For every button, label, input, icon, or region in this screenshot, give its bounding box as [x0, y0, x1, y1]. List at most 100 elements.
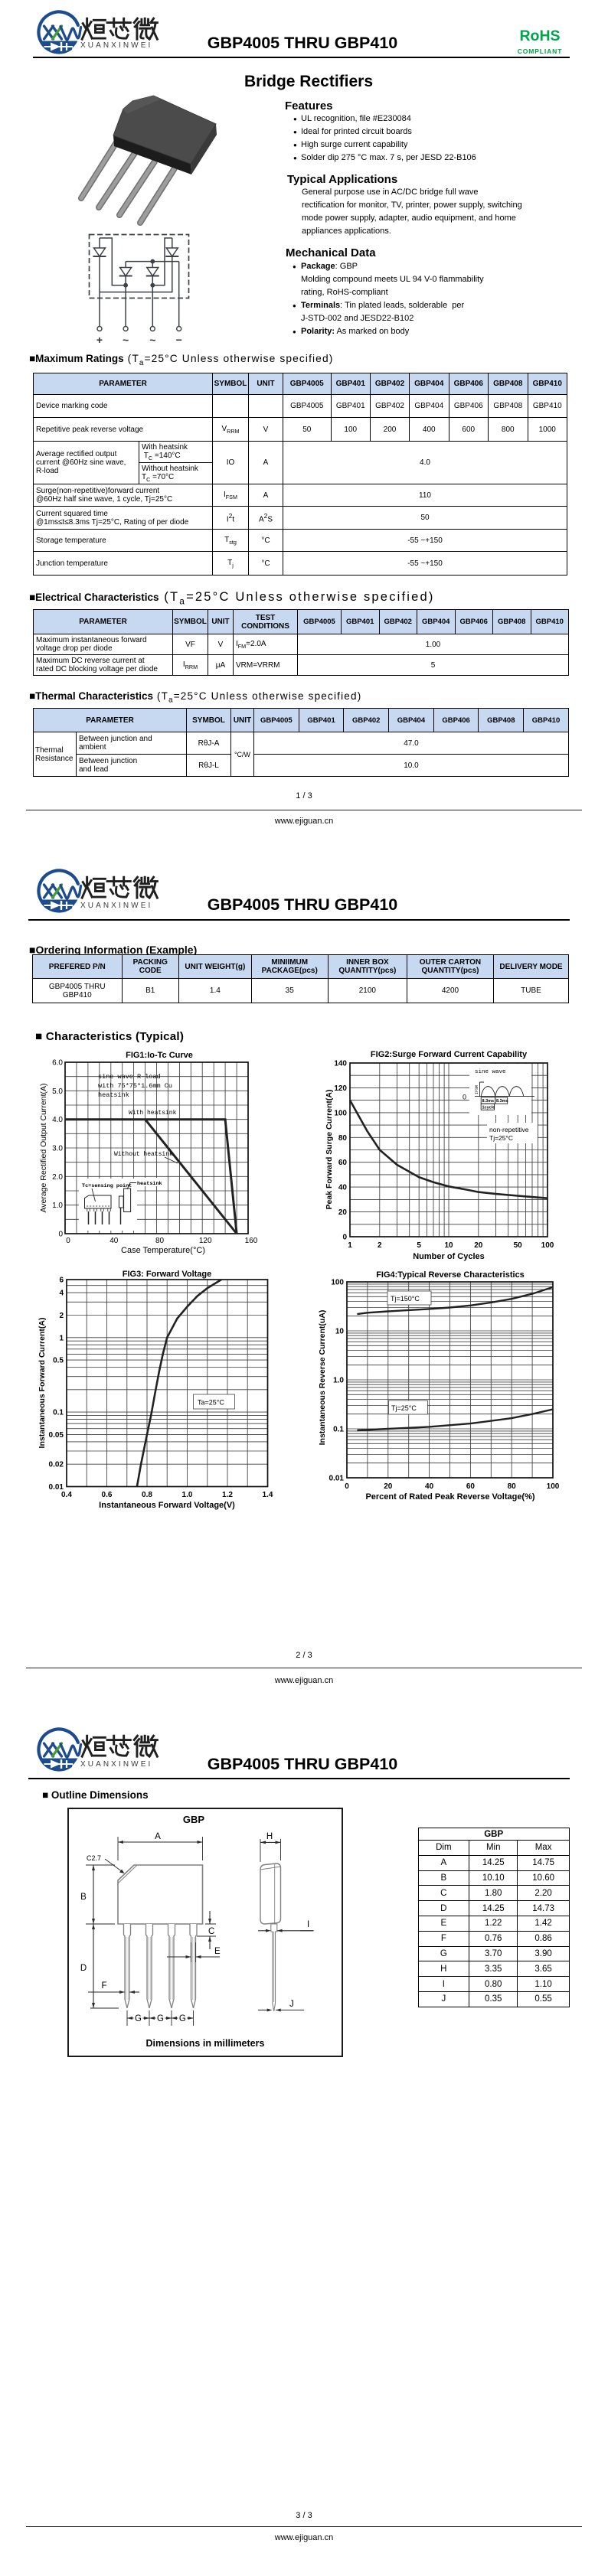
- svg-text:heatsink: heatsink: [98, 1091, 129, 1099]
- svg-text:+: +: [96, 334, 103, 346]
- svg-text:D: D: [80, 1964, 87, 1973]
- svg-text:80: 80: [155, 1237, 165, 1245]
- svg-text:With heatsink: With heatsink: [129, 1110, 177, 1117]
- svg-text:G: G: [135, 2014, 142, 2023]
- svg-text:0.5: 0.5: [53, 1357, 64, 1365]
- svg-text:120: 120: [199, 1237, 212, 1245]
- svg-text:10: 10: [444, 1241, 453, 1250]
- svg-text:2: 2: [59, 1312, 64, 1320]
- svg-text:Average Rectified Output Curre: Average Rectified Output Current(A): [39, 1083, 48, 1212]
- svg-text:with 75*75*1.6mm Cu: with 75*75*1.6mm Cu: [98, 1082, 172, 1090]
- svg-text:Tj=25°C: Tj=25°C: [489, 1134, 513, 1142]
- svg-text:0: 0: [66, 1237, 70, 1245]
- svg-text:60: 60: [338, 1159, 348, 1167]
- svg-text:C: C: [208, 1927, 214, 1936]
- svg-text:0.01: 0.01: [49, 1483, 64, 1492]
- svg-text:Tc=sensing point: Tc=sensing point: [82, 1183, 132, 1189]
- svg-text:20: 20: [338, 1208, 348, 1217]
- svg-text:40: 40: [338, 1184, 348, 1192]
- svg-text:1: 1: [348, 1241, 352, 1250]
- svg-text:4: 4: [59, 1290, 64, 1298]
- svg-text:2.0: 2.0: [52, 1173, 63, 1182]
- svg-text:B: B: [80, 1893, 87, 1902]
- svg-text:0.1: 0.1: [53, 1409, 64, 1417]
- svg-text:FIG1:Io-Tc Curve: FIG1:Io-Tc Curve: [126, 1051, 193, 1060]
- svg-text:H: H: [266, 1832, 273, 1841]
- svg-text:FIG2:Surge Forward Current Cap: FIG2:Surge Forward Current Capability: [371, 1050, 528, 1059]
- svg-text:0: 0: [342, 1234, 347, 1242]
- svg-text:3.0: 3.0: [52, 1145, 63, 1153]
- svg-text:1.0: 1.0: [52, 1202, 63, 1210]
- svg-text:100: 100: [334, 1109, 347, 1117]
- svg-text:6: 6: [59, 1277, 64, 1285]
- svg-text:G: G: [179, 2014, 186, 2023]
- svg-text:50: 50: [514, 1241, 523, 1250]
- svg-text:160: 160: [245, 1237, 258, 1245]
- svg-text:Peak Forward Surge Current(A): Peak Forward Surge Current(A): [325, 1090, 334, 1210]
- svg-text:5: 5: [417, 1241, 421, 1250]
- svg-text:80: 80: [508, 1482, 517, 1491]
- svg-text:0.02: 0.02: [49, 1461, 64, 1469]
- svg-text:8.3ms: 8.3ms: [482, 1099, 495, 1104]
- svg-text:A: A: [155, 1832, 161, 1841]
- svg-text:J: J: [289, 2000, 294, 2009]
- svg-text:1.0: 1.0: [182, 1491, 193, 1499]
- svg-text:10: 10: [335, 1328, 345, 1336]
- svg-text:C2.7: C2.7: [87, 1854, 101, 1862]
- svg-text:~: ~: [149, 334, 155, 346]
- svg-text:40: 40: [110, 1237, 119, 1245]
- svg-text:1: 1: [59, 1334, 64, 1342]
- svg-text:0: 0: [345, 1482, 349, 1491]
- svg-text:Instantaneous Forward Voltage(: Instantaneous Forward Voltage(V): [99, 1501, 235, 1510]
- svg-text:120: 120: [334, 1084, 347, 1093]
- svg-text:1.0: 1.0: [333, 1377, 344, 1385]
- svg-text:FIG3: Forward Voltage: FIG3: Forward Voltage: [123, 1270, 212, 1279]
- svg-text:40: 40: [425, 1482, 434, 1491]
- svg-text:F: F: [101, 1981, 106, 1991]
- svg-text:0: 0: [58, 1231, 63, 1239]
- svg-text:4.0: 4.0: [52, 1116, 63, 1124]
- svg-text:6.0: 6.0: [52, 1059, 63, 1068]
- svg-text:Number of Cycles: Number of Cycles: [413, 1252, 485, 1261]
- svg-text:Tj=25°C: Tj=25°C: [391, 1404, 417, 1412]
- svg-text:Ta=25°C: Ta=25°C: [198, 1399, 224, 1407]
- svg-text:100: 100: [541, 1241, 554, 1250]
- svg-text:0.1: 0.1: [333, 1426, 344, 1434]
- svg-text:0.4: 0.4: [61, 1491, 72, 1499]
- svg-text:Instantaneous Forward Current(: Instantaneous Forward Current(A): [38, 1318, 47, 1449]
- svg-text:8.3ms: 8.3ms: [496, 1099, 508, 1104]
- svg-text:Tj=150°C: Tj=150°C: [391, 1295, 420, 1303]
- svg-text:sine wave: sine wave: [475, 1069, 506, 1075]
- svg-text:0.8: 0.8: [142, 1491, 152, 1499]
- svg-text:5.0: 5.0: [52, 1087, 63, 1096]
- svg-text:1.4: 1.4: [263, 1491, 273, 1499]
- svg-text:non-repetitive: non-repetitive: [489, 1126, 529, 1133]
- svg-text:80: 80: [338, 1134, 348, 1143]
- svg-text:1.2: 1.2: [222, 1491, 233, 1499]
- svg-text:~: ~: [123, 334, 129, 346]
- svg-text:100: 100: [547, 1482, 560, 1491]
- svg-text:Without heatsink: Without heatsink: [114, 1151, 173, 1158]
- svg-text:1cycle: 1cycle: [482, 1106, 495, 1110]
- svg-text:0: 0: [463, 1094, 466, 1101]
- svg-text:0.05: 0.05: [49, 1431, 64, 1440]
- svg-text:sine wave R-load: sine wave R-load: [98, 1073, 161, 1081]
- svg-text:heatsink: heatsink: [137, 1181, 162, 1187]
- svg-text:−: −: [176, 334, 182, 346]
- svg-text:Instantaneous Reverse Current(: Instantaneous Reverse Current(uA): [318, 1310, 327, 1446]
- svg-text:G: G: [157, 2014, 164, 2023]
- svg-text:2: 2: [378, 1241, 382, 1250]
- svg-text:I: I: [307, 1920, 309, 1929]
- svg-text:IFSM: IFSM: [475, 1085, 479, 1094]
- svg-text:20: 20: [474, 1241, 483, 1250]
- svg-text:20: 20: [384, 1482, 393, 1491]
- svg-text:Percent of Rated Peak Reverse: Percent of Rated Peak Reverse Voltage(%): [365, 1492, 534, 1502]
- svg-text:60: 60: [466, 1482, 476, 1491]
- svg-text:140: 140: [334, 1060, 347, 1068]
- svg-text:100: 100: [331, 1279, 344, 1287]
- svg-text:GBP: GBP: [183, 1814, 205, 1825]
- svg-text:Case Temperature(°C): Case Temperature(°C): [121, 1246, 205, 1255]
- svg-text:0.01: 0.01: [329, 1475, 345, 1483]
- svg-text:FIG4:Typical Reverse Character: FIG4:Typical Reverse Characteristics: [376, 1270, 525, 1280]
- svg-text:Dimensions in millimeters: Dimensions in millimeters: [146, 2038, 265, 2049]
